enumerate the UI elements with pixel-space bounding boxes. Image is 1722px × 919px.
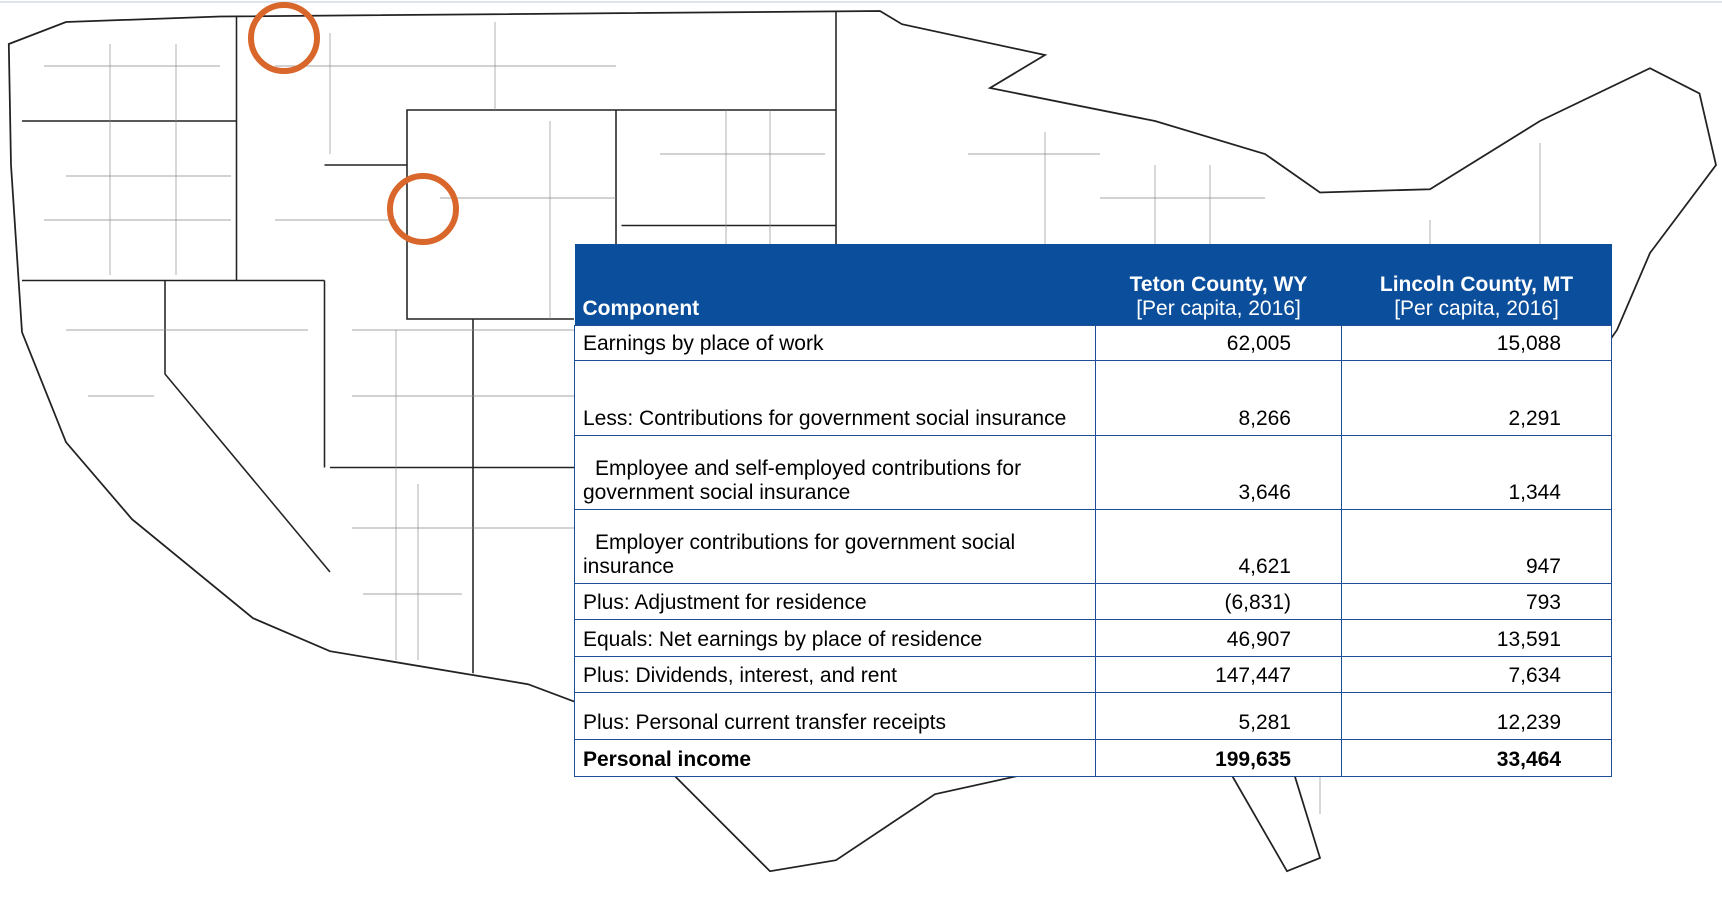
row-label: Less: Contributions for government socia… [574, 360, 1096, 436]
row-label: Plus: Dividends, interest, and rent [574, 656, 1096, 693]
column-subtitle: [Per capita, 2016] [1136, 297, 1301, 320]
value-cell: 5,281 [1095, 692, 1342, 740]
value-cell: 33,464 [1341, 739, 1612, 777]
header-cell: Lincoln County, MT [Per capita, 2016] [1341, 244, 1612, 326]
value-cell: 3,646 [1095, 435, 1342, 510]
value-cell: 15,088 [1341, 325, 1612, 361]
row-label: Personal income [574, 739, 1096, 777]
row-label: Plus: Adjustment for residence [574, 583, 1096, 620]
value-cell: 793 [1341, 583, 1612, 620]
row-label: Earnings by place of work [574, 325, 1096, 361]
value-cell: 947 [1341, 509, 1612, 584]
header-cell: Teton County, WY [Per capita, 2016] [1095, 244, 1342, 326]
value-cell: (6,831) [1095, 583, 1342, 620]
value-cell: 46,907 [1095, 619, 1342, 657]
table-row: Plus: Dividends, interest, and rent 147,4… [574, 656, 1612, 693]
row-label: Equals: Net earnings by place of residen… [574, 619, 1096, 657]
value-cell: 13,591 [1341, 619, 1612, 657]
value-cell: 199,635 [1095, 739, 1342, 777]
table-row: Employee and self-employed contributions… [574, 435, 1612, 510]
value-cell: 4,621 [1095, 509, 1342, 584]
table-row: Less: Contributions for government socia… [574, 360, 1612, 436]
header-row: Component Teton County, WY [Per capita, 2… [574, 244, 1612, 326]
column-subtitle: [Per capita, 2016] [1394, 297, 1559, 320]
table-row: Employer contributions for government so… [574, 509, 1612, 584]
income-table: Component Teton County, WY [Per capita, 2… [574, 244, 1612, 777]
value-cell: 1,344 [1341, 435, 1612, 510]
table-row: Earnings by place of work 62,005 15,088 [574, 325, 1612, 361]
value-cell: 7,634 [1341, 656, 1612, 693]
value-cell: 12,239 [1341, 692, 1612, 740]
value-cell: 147,447 [1095, 656, 1342, 693]
row-label: Employer contributions for government so… [574, 509, 1096, 584]
header-cell: Component [574, 244, 1096, 326]
value-cell: 2,291 [1341, 360, 1612, 436]
column-title: Lincoln County, MT [1379, 273, 1574, 296]
column-title: Teton County, WY [1129, 273, 1308, 296]
table-row: Plus: Adjustment for residence (6,831) 793 [574, 583, 1612, 620]
row-label: Employee and self-employed contributions… [574, 435, 1096, 510]
row-label: Plus: Personal current transfer receipts [574, 692, 1096, 740]
value-cell: 62,005 [1095, 325, 1342, 361]
table-body: Earnings by place of work 62,005 15,088 Les… [574, 325, 1612, 777]
table-row: Equals: Net earnings by place of residen… [574, 619, 1612, 657]
value-cell: 8,266 [1095, 360, 1342, 436]
highlight-circle [248, 2, 320, 74]
highlight-circle [387, 173, 459, 245]
table-row: Personal income 199,635 33,464 [574, 739, 1612, 777]
table-row: Plus: Personal current transfer receipts… [574, 692, 1612, 740]
